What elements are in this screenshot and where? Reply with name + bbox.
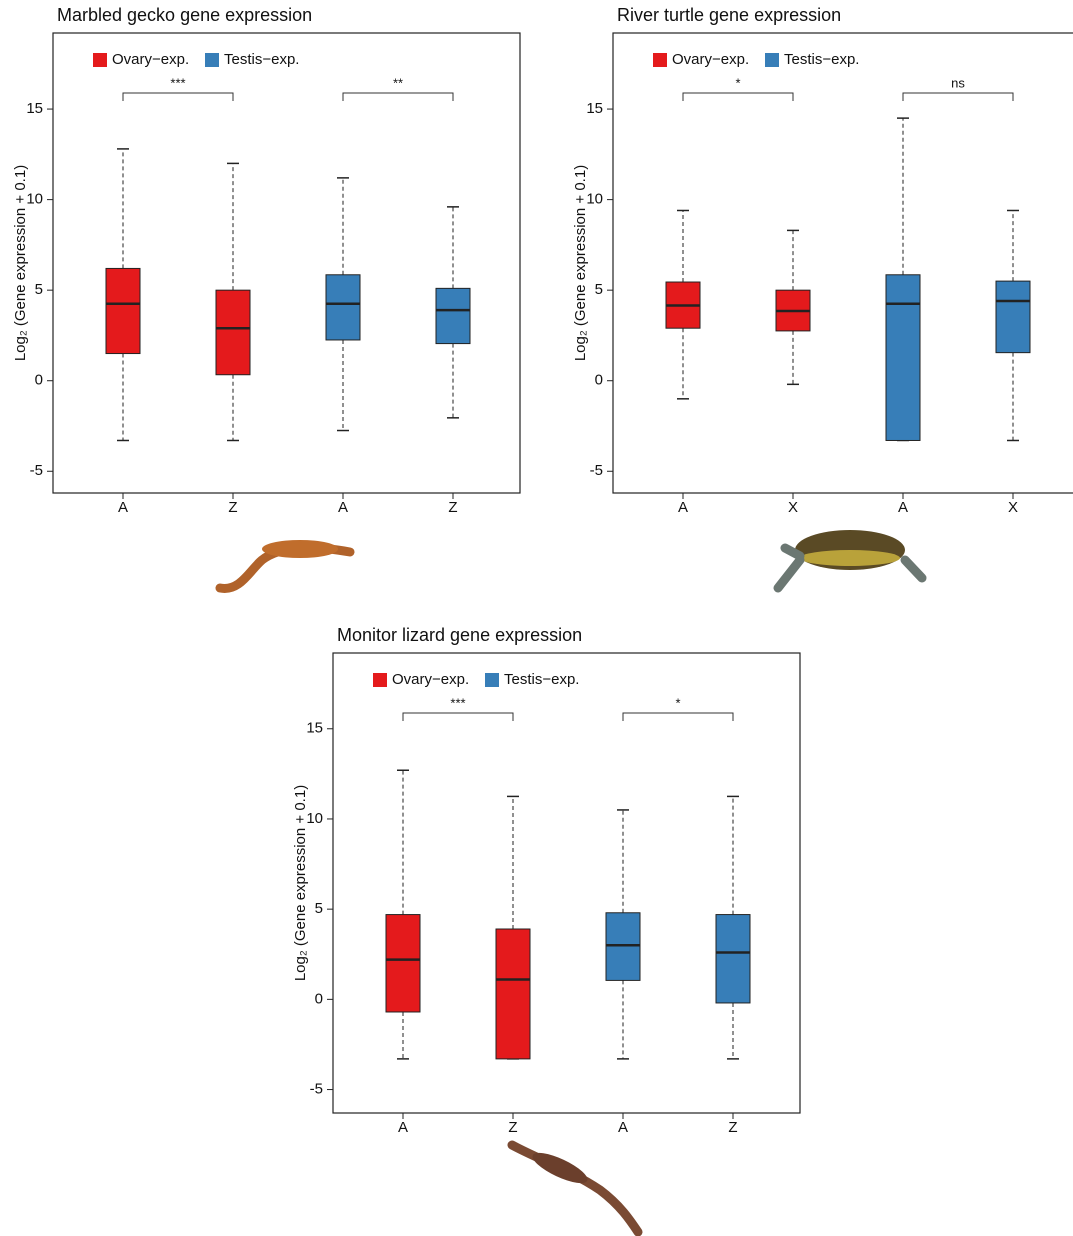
- y-axis-label: Log₂ (Gene expression + 0.1): [572, 165, 589, 361]
- y-tick-label: 5: [35, 281, 43, 298]
- box: [495, 928, 531, 1060]
- y-tick-label: 5: [595, 281, 603, 298]
- legend-swatch: [373, 673, 387, 687]
- y-axis-label: Log₂ (Gene expression + 0.1): [12, 165, 29, 361]
- legend-swatch: [485, 673, 499, 687]
- box: [995, 280, 1031, 354]
- significance-label: ***: [170, 75, 185, 90]
- chart-title: Marbled gecko gene expression: [57, 5, 312, 25]
- y-tick-label: 10: [26, 191, 43, 208]
- legend-label: Testis−exp.: [504, 671, 579, 688]
- box: [385, 914, 421, 1013]
- legend-label: Testis−exp.: [224, 51, 299, 68]
- significance-bracket: [122, 92, 234, 101]
- significance-bracket: [342, 92, 454, 101]
- x-tick-label: X: [1008, 499, 1018, 516]
- y-tick-label: 0: [35, 372, 43, 389]
- y-tick-label: 0: [315, 990, 323, 1007]
- x-tick-label: A: [618, 1119, 628, 1136]
- legend-label: Ovary−exp.: [392, 671, 469, 688]
- significance-label: ***: [450, 695, 465, 710]
- chart-title: River turtle gene expression: [617, 5, 841, 25]
- box: [605, 912, 641, 981]
- box: [105, 267, 141, 355]
- y-tick-label: 0: [595, 372, 603, 389]
- box: [715, 914, 751, 1004]
- x-tick-label: Z: [728, 1119, 737, 1136]
- y-tick-label: 15: [306, 720, 323, 737]
- y-tick-label: 5: [315, 900, 323, 917]
- legend-label: Testis−exp.: [784, 51, 859, 68]
- y-tick-label: 15: [586, 100, 603, 117]
- x-tick-label: A: [118, 499, 128, 516]
- y-tick-label: -5: [30, 462, 43, 479]
- significance-label: **: [393, 75, 403, 90]
- x-tick-label: A: [338, 499, 348, 516]
- significance-label: ns: [951, 75, 965, 90]
- legend-label: Ovary−exp.: [112, 51, 189, 68]
- significance-bracket: [902, 92, 1014, 101]
- box: [435, 287, 471, 345]
- turtle-illustration: [773, 530, 927, 593]
- legend-swatch: [93, 53, 107, 67]
- box: [885, 274, 921, 441]
- significance-bracket: [402, 712, 514, 721]
- plot-frame: [52, 32, 521, 494]
- y-tick-label: -5: [310, 1081, 323, 1098]
- y-tick-label: 10: [306, 810, 323, 827]
- plot-frame: [612, 32, 1073, 494]
- x-tick-label: Z: [448, 499, 457, 516]
- significance-bracket: [682, 92, 794, 101]
- y-axis-label: Log₂ (Gene expression + 0.1): [292, 785, 309, 981]
- y-tick-label: 15: [26, 100, 43, 117]
- gecko-illustration: [215, 540, 355, 593]
- x-tick-label: A: [898, 499, 908, 516]
- significance-label: *: [735, 75, 740, 90]
- lizard-illustration: [507, 1140, 643, 1236]
- x-tick-label: X: [788, 499, 798, 516]
- plot-frame: [332, 652, 801, 1114]
- chart-title: Monitor lizard gene expression: [337, 625, 582, 645]
- x-tick-label: Z: [228, 499, 237, 516]
- x-tick-label: A: [678, 499, 688, 516]
- y-tick-label: 10: [586, 191, 603, 208]
- legend-swatch: [765, 53, 779, 67]
- x-tick-label: Z: [508, 1119, 517, 1136]
- x-tick-label: A: [398, 1119, 408, 1136]
- legend-label: Ovary−exp.: [672, 51, 749, 68]
- significance-label: *: [675, 695, 680, 710]
- box: [215, 289, 251, 376]
- y-tick-label: -5: [590, 462, 603, 479]
- legend-swatch: [653, 53, 667, 67]
- box: [325, 274, 361, 341]
- significance-bracket: [622, 712, 734, 721]
- legend-swatch: [205, 53, 219, 67]
